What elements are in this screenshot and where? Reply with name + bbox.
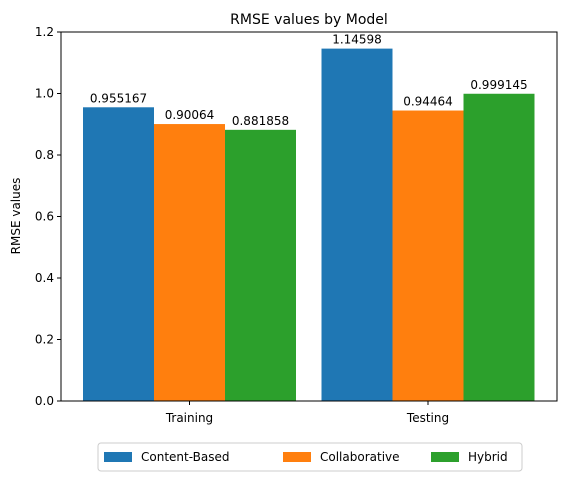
legend-swatch — [431, 452, 459, 462]
legend-swatch — [104, 452, 132, 462]
chart-title: RMSE values by Model — [230, 12, 388, 28]
legend: Content-Based Collaborative Hybrid — [97, 442, 523, 472]
y-tick-label: 0.8 — [35, 148, 54, 162]
bar-value-label: 0.90064 — [165, 108, 215, 122]
bar-value-label: 0.94464 — [403, 95, 453, 109]
bar-content-based-testing — [321, 48, 393, 402]
bar-value-label: 0.999145 — [470, 78, 527, 92]
bar-hybrid-training — [225, 129, 296, 401]
y-tick-label: 0.6 — [35, 210, 54, 224]
x-tick-label: Training — [165, 411, 213, 425]
y-tick-label: 1.2 — [35, 25, 54, 39]
legend-label: Collaborative — [320, 450, 400, 464]
bar-value-label: 0.955167 — [90, 91, 147, 105]
bar-value-label: 0.881858 — [232, 114, 289, 128]
plot-area: 0.955167 1.14598 0.90064 0.94464 0.881858 0.9… — [35, 25, 558, 425]
y-axis-label: RMSE values — [9, 178, 23, 255]
bar-content-based-training — [83, 107, 154, 402]
y-tick-label: 0.0 — [35, 394, 54, 408]
bar-collaborative-training — [154, 124, 225, 402]
y-tick-label: 0.2 — [35, 333, 54, 347]
y-tick-label: 0.4 — [35, 271, 54, 285]
bar-collaborative-testing — [392, 110, 464, 402]
legend-label: Hybrid — [468, 450, 508, 464]
x-tick-label: Testing — [406, 411, 449, 425]
y-tick-label: 1.0 — [35, 87, 54, 101]
legend-swatch — [283, 452, 311, 462]
legend-label: Content-Based — [141, 450, 229, 464]
bar-hybrid-testing — [463, 93, 535, 401]
bar-value-label: 1.14598 — [332, 33, 382, 47]
